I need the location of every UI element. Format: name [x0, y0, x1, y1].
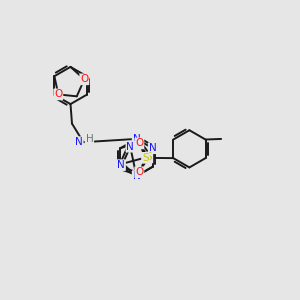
Text: N: N [75, 137, 83, 147]
Text: N: N [149, 143, 157, 153]
Text: N: N [126, 142, 134, 152]
Text: O: O [135, 167, 143, 177]
Text: S: S [146, 152, 152, 163]
Text: S: S [142, 153, 148, 163]
Text: O: O [135, 138, 143, 148]
Text: N: N [117, 160, 125, 170]
Text: H: H [85, 134, 93, 144]
Text: O: O [80, 74, 88, 84]
Text: O: O [54, 89, 62, 99]
Text: N: N [133, 171, 140, 181]
Text: N: N [133, 134, 140, 144]
